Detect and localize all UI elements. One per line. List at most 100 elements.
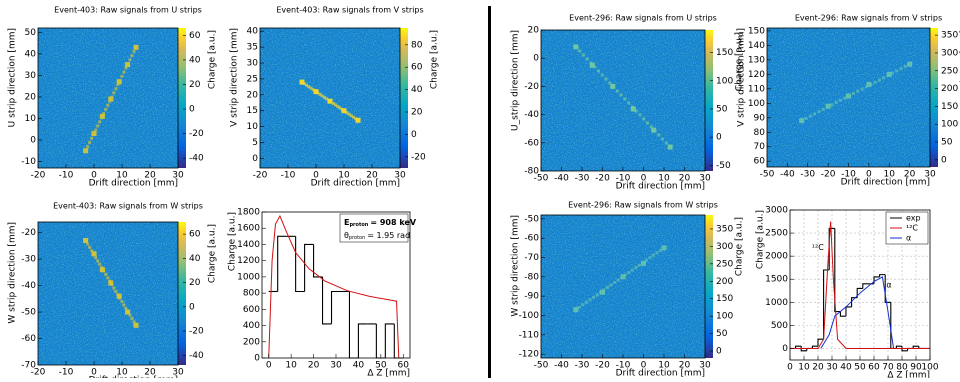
track-glow [94,256,97,259]
track-glow [809,115,812,118]
y-tick-label: 40 [25,49,37,59]
z-tick-label: -20 [411,152,426,162]
y-tick-label: 130 [748,55,765,65]
heatmap-noise [38,222,178,365]
track-glow [112,286,115,289]
z-tick-label: -40 [189,351,204,361]
z-tick-label: 50 [941,138,953,148]
heatmap-noise [38,28,178,168]
x-tick-label: -40 [780,170,795,180]
hist-bin [278,236,287,291]
track-glow [114,87,117,90]
track-glow [574,45,577,48]
track-glow [665,142,668,145]
hist-bin [314,244,323,276]
z-tick-label: 20 [189,278,201,288]
track-glow [90,137,93,140]
track-glow [96,124,99,127]
track-glow [588,298,591,301]
x-tick-label: -40 [554,174,569,184]
track-glow [110,283,113,286]
z-tick-label: 50 [716,104,728,114]
legend-text: = 1.95 rad [367,231,410,240]
track-glow [655,251,658,254]
track-glow [585,301,588,304]
y-tick-label: 20 [247,90,259,100]
y-tick-label: -60 [21,334,36,344]
x-tick-label: -20 [595,361,610,371]
y-tick-label: -40 [524,110,539,120]
track-glow [856,90,859,93]
track-glow [638,264,641,267]
track-glow [118,79,121,82]
track-glow [654,130,657,133]
y-axis-label: V strip direction [mm] [230,28,240,127]
track-glow [124,307,127,310]
track-glow [848,94,851,97]
track-glow [601,73,604,76]
track-glow [606,286,609,289]
track-glow [659,249,662,252]
y-tick-label: 150 [748,26,765,36]
y-axis-label: Charge [a.u.] [228,212,238,271]
track-glow [126,310,129,313]
hist-bin [376,324,385,358]
track-glow [100,266,103,269]
track-glow [650,126,653,129]
z-tick-label: 0 [189,302,195,312]
y-tick-label: 20 [25,92,37,102]
y-tick-label: -20 [21,228,36,238]
y-tick-label: 800 [243,289,260,299]
y-tick-label: 1000 [237,272,260,282]
z-tick-label: 250 [716,259,733,269]
track-glow [112,91,115,94]
track-cell [662,245,667,250]
track-glow [597,69,600,72]
track-glow [887,74,890,77]
track-glow [88,246,91,249]
y-tick-label: 3000 [765,206,788,216]
z-tick-label: 0 [716,133,722,143]
track-glow [642,117,645,120]
track-glow [623,97,626,100]
track-glow [104,273,107,276]
z-tick-label: -40 [189,154,204,164]
z-tick-label: 100 [716,312,733,322]
y-tick-label: 0 [533,54,539,64]
track-glow [122,303,125,306]
track-glow [582,53,585,56]
x-axis-label: Drift direction [mm] [616,182,705,192]
track-glow [612,85,615,88]
y-tick-label: 2500 [765,229,788,239]
track-glow [641,261,644,264]
x-axis-label: Drift direction [mm] [616,369,705,379]
track-glow [635,109,638,112]
y-axis-label: V strip direction [mm] [737,28,747,127]
y-tick-label: 70 [754,142,766,152]
plot-title: Event-296: Raw signals from W strips [568,201,718,210]
x-tick-label: 20 [308,361,320,371]
legend-subscript: proton [349,235,365,241]
plot-title: Event-403: Raw signals from W strips [53,202,203,211]
track-glow [126,62,129,65]
legend-label: α [906,234,911,243]
z-tick-label: 300 [716,242,733,252]
track-glow [586,57,589,60]
divider [488,6,491,378]
z-tick-label: 80 [411,40,423,50]
y-tick-label: -80 [524,167,539,177]
track-glow [891,72,894,75]
z-tick-label: -20 [189,327,204,337]
track-glow [118,297,121,300]
track-glow [904,65,907,68]
x-tick-label: 30 [330,361,342,371]
hist-bin [349,291,358,358]
z-axis-label: Charge [a.u.] [208,30,218,89]
z-tick-label: 60 [189,31,201,41]
track-glow [110,96,113,99]
track-glow [613,281,616,284]
track-glow [861,88,864,91]
x-tick-label: -10 [59,368,74,378]
y-tick-label: 10 [247,122,259,132]
x-tick-label: -50 [534,361,549,371]
